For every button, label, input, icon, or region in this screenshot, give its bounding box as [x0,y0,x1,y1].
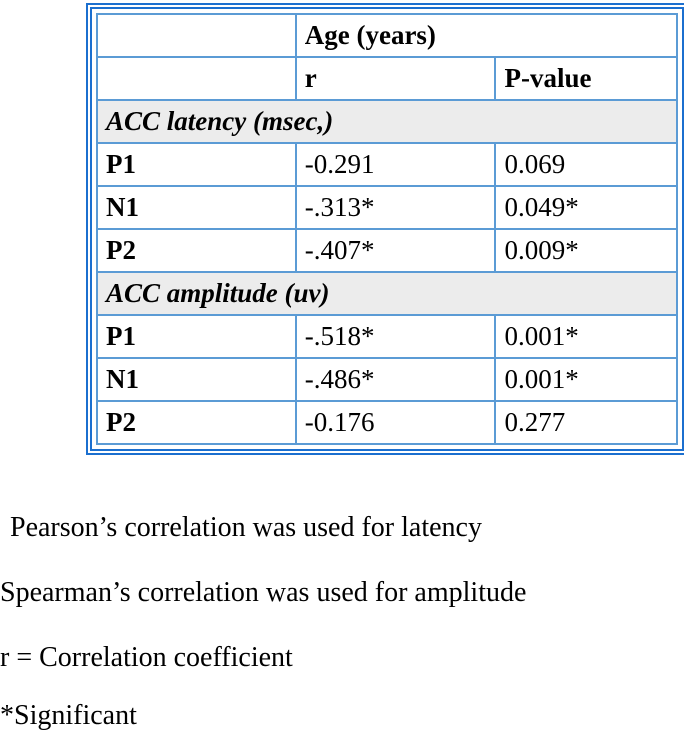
table-frame: Age (years) r P-value ACC latency (msec,… [86,3,684,455]
column-header: r [294,56,497,101]
data-row: P1 -.518* 0.001* [96,314,678,359]
note: r = Correlation coefficient [0,642,293,673]
cell: 0.277 [494,400,678,445]
data-row: P2 -0.176 0.277 [96,400,678,445]
cell: 0.069 [494,142,678,187]
empty-cell [96,13,297,58]
data-row: P2 -.407* 0.009* [96,228,678,273]
header-row: r P-value [96,56,678,101]
section-row: ACC latency (msec,) [96,99,678,144]
cell: 0.001* [494,357,678,402]
note: *Significant [0,700,137,731]
note: Pearson’s correlation was used for laten… [10,512,482,543]
row-label: P2 [96,400,297,445]
row-label: N1 [96,185,297,230]
empty-cell [96,56,297,101]
data-row: N1 -.313* 0.049* [96,185,678,230]
section-row: ACC amplitude (uv) [96,271,678,316]
cell: -.518* [294,314,497,359]
section-title: ACC latency (msec,) [96,99,678,144]
data-row: P1 -0.291 0.069 [96,142,678,187]
data-row: N1 -.486* 0.001* [96,357,678,402]
table: Age (years) r P-value ACC latency (msec,… [96,13,679,445]
cell: -0.291 [294,142,497,187]
row-label: N1 [96,357,297,402]
cell: -.313* [294,185,497,230]
header-row: Age (years) [96,13,679,58]
table-body: Age (years) r P-value ACC latency (msec,… [96,13,679,445]
section-title: ACC amplitude (uv) [96,271,678,316]
cell: 0.001* [494,314,678,359]
cell: -.486* [294,357,497,402]
column-header: P-value [494,56,678,101]
cell: 0.009* [494,228,678,273]
cell: -.407* [294,228,497,273]
cell: 0.049* [494,185,678,230]
row-label: P1 [96,314,297,359]
cell: -0.176 [294,400,497,445]
row-label: P2 [96,228,297,273]
note: Spearman’s correlation was used for ampl… [0,577,527,608]
header-group: Age (years) [294,13,679,58]
row-label: P1 [96,142,297,187]
